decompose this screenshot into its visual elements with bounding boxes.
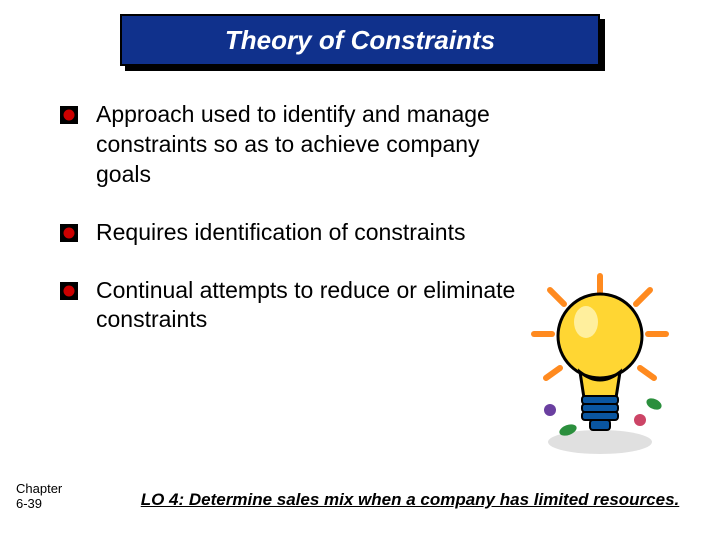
title-banner: Theory of Constraints [120, 14, 600, 66]
lightbulb-clipart-icon [520, 270, 680, 460]
chapter-line1: Chapter [16, 482, 62, 497]
chapter-line2: 6-39 [16, 497, 62, 512]
bullet-text: Continual attempts to reduce or eliminat… [96, 276, 520, 336]
list-item: Continual attempts to reduce or eliminat… [60, 276, 520, 336]
learning-objective-footer: LO 4: Determine sales mix when a company… [140, 490, 680, 510]
slide-title: Theory of Constraints [225, 25, 495, 56]
bullet-marker-icon [60, 282, 78, 300]
title-box: Theory of Constraints [120, 14, 600, 66]
bullet-list: Approach used to identify and manage con… [60, 100, 520, 363]
bullet-text: Approach used to identify and manage con… [96, 100, 520, 190]
list-item: Requires identification of constraints [60, 218, 520, 248]
bullet-marker-icon [60, 224, 78, 242]
bullet-marker-icon [60, 106, 78, 124]
chapter-label: Chapter 6-39 [16, 482, 62, 512]
bullet-text: Requires identification of constraints [96, 218, 465, 248]
list-item: Approach used to identify and manage con… [60, 100, 520, 190]
